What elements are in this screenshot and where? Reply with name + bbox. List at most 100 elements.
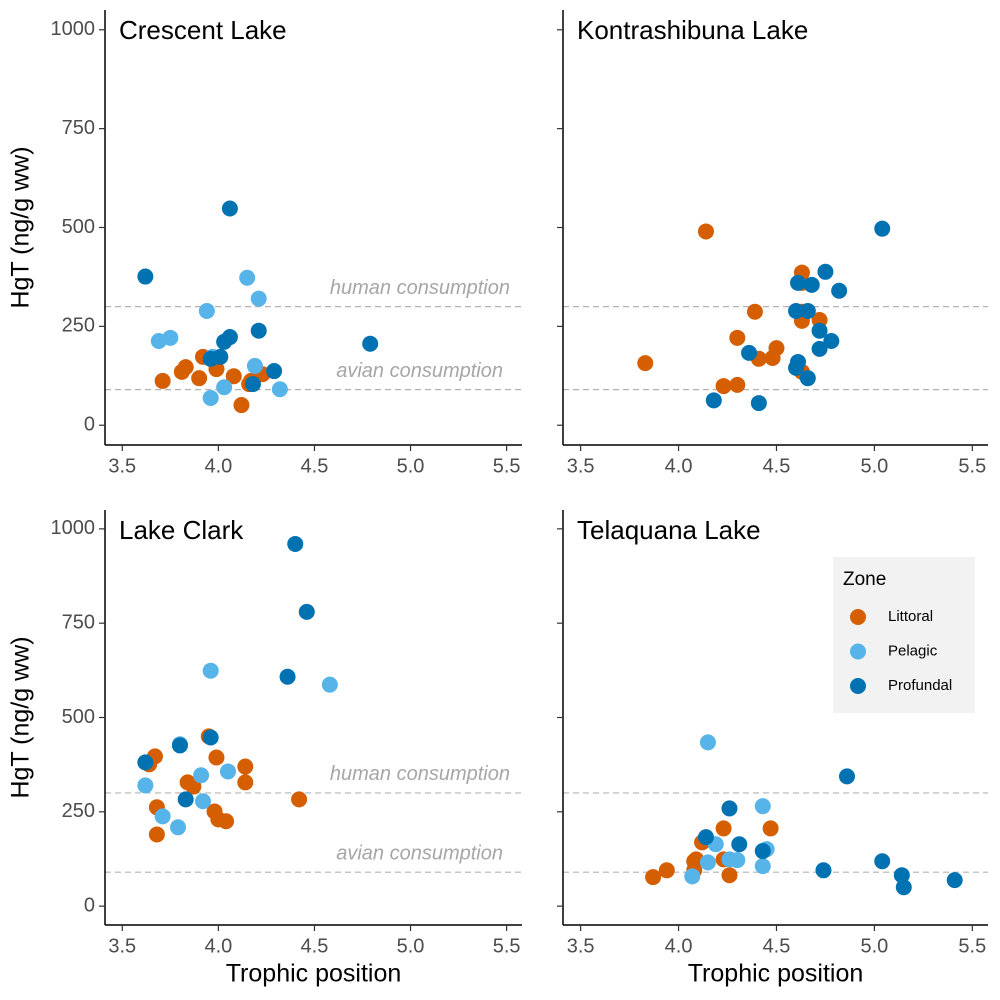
point [754, 843, 771, 860]
reference-label: human consumption [330, 277, 510, 299]
point [729, 852, 746, 869]
point [731, 836, 748, 853]
point [838, 768, 855, 785]
reference-label: avian consumption [336, 360, 503, 382]
point [170, 819, 187, 836]
panel-title: Lake Clark [119, 515, 244, 545]
point [811, 340, 828, 357]
point [171, 737, 188, 754]
y-tick-label: 0 [84, 414, 95, 436]
point [244, 376, 261, 393]
point [362, 335, 379, 352]
x-tick-label: 3.5 [567, 455, 595, 477]
x-tick-label: 5.0 [397, 455, 425, 477]
panel-title: Telaquana Lake [577, 515, 761, 545]
point [874, 220, 891, 237]
y-axis-title: HgT (ng/g ww) [7, 146, 35, 308]
x-tick-label: 4.0 [665, 935, 693, 957]
point [741, 344, 758, 361]
point [645, 869, 662, 886]
point [715, 378, 732, 395]
point [219, 763, 236, 780]
x-tick-label: 5.5 [958, 455, 986, 477]
point [208, 749, 225, 766]
y-tick-label: 1000 [51, 517, 96, 539]
legend-label: Pelagic [888, 642, 938, 659]
point [831, 282, 848, 299]
point [212, 348, 229, 365]
y-tick-label: 250 [62, 315, 95, 337]
point [697, 223, 714, 240]
point [729, 376, 746, 393]
point [817, 263, 834, 280]
point [746, 303, 763, 320]
point [895, 879, 912, 896]
x-tick-label: 5.0 [860, 455, 888, 477]
point [750, 395, 767, 412]
point [271, 381, 288, 398]
x-axis-title: Trophic position [688, 960, 864, 988]
point [239, 269, 256, 286]
point [137, 777, 154, 794]
x-tick-label: 3.5 [108, 455, 136, 477]
reference-label: avian consumption [336, 842, 503, 864]
point [658, 862, 675, 879]
point [218, 813, 235, 830]
x-tick-label: 4.5 [301, 935, 329, 957]
legend-label: Profundal [888, 677, 952, 694]
point [321, 676, 338, 693]
y-tick-label: 750 [62, 611, 95, 633]
point [148, 826, 165, 843]
point [177, 791, 194, 808]
point [754, 858, 771, 875]
point [803, 276, 820, 293]
point [202, 729, 219, 746]
x-tick-label: 4.0 [204, 455, 232, 477]
point [788, 302, 805, 319]
point [684, 868, 701, 885]
legend-label: Littoral [888, 608, 933, 625]
point [195, 793, 212, 810]
point [874, 853, 891, 870]
point [233, 397, 250, 414]
point [202, 389, 219, 406]
point [154, 808, 171, 825]
point [291, 791, 308, 808]
x-tick-label: 5.0 [860, 935, 888, 957]
x-tick-label: 3.5 [108, 935, 136, 957]
point [250, 322, 267, 339]
y-tick-label: 0 [84, 894, 95, 916]
point [287, 535, 304, 552]
y-tick-label: 250 [62, 800, 95, 822]
x-axis-title: Trophic position [226, 960, 402, 988]
point [250, 290, 267, 307]
point [790, 274, 807, 291]
point [811, 322, 828, 339]
x-tick-label: 5.5 [493, 935, 521, 957]
point [721, 800, 738, 817]
point [799, 302, 816, 319]
y-axis-title: HgT (ng/g ww) [7, 636, 35, 798]
y-tick-label: 500 [62, 216, 95, 238]
point [823, 332, 840, 349]
legend-swatch [850, 609, 866, 625]
point [202, 662, 219, 679]
point [137, 268, 154, 285]
x-tick-label: 3.5 [567, 935, 595, 957]
point [221, 200, 238, 217]
point [225, 368, 242, 385]
point [799, 370, 816, 387]
point [721, 867, 738, 884]
point [768, 340, 785, 357]
point [705, 392, 722, 409]
point [191, 370, 208, 387]
point [237, 774, 254, 791]
point [754, 798, 771, 815]
legend-swatch [850, 643, 866, 660]
point [699, 734, 716, 751]
point [729, 329, 746, 346]
point [946, 872, 963, 889]
x-tick-label: 4.5 [301, 455, 329, 477]
